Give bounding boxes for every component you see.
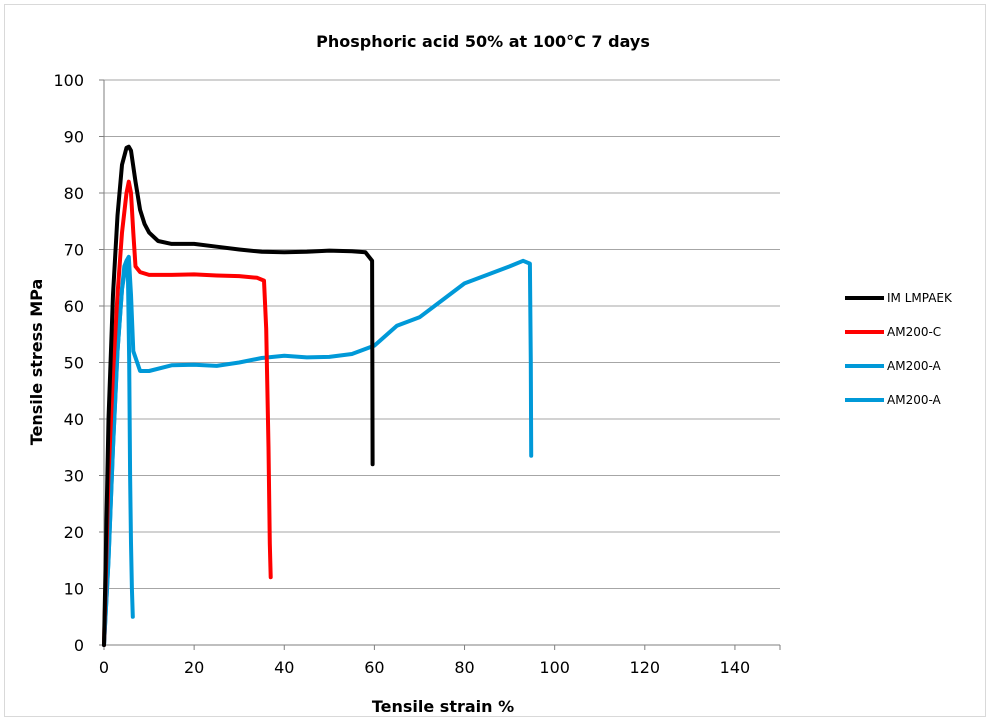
x-tick-label: 20 xyxy=(184,658,204,677)
x-tick-label: 40 xyxy=(274,658,294,677)
y-tick-labels: 0 10 20 30 40 50 60 70 80 90 100 xyxy=(53,71,84,655)
legend-label-3: AM200-A xyxy=(887,393,942,407)
x-tick-label: 80 xyxy=(454,658,474,677)
grid xyxy=(104,79,780,589)
legend-label-1: AM200-C xyxy=(887,325,941,339)
y-tick-label: 0 xyxy=(74,636,84,655)
y-tick-label: 10 xyxy=(64,580,84,599)
chart-title: Phosphoric acid 50% at 100°C 7 days xyxy=(316,32,650,51)
y-tick-label: 70 xyxy=(64,241,84,260)
x-tick-label: 0 xyxy=(99,658,109,677)
legend-label-0: IM LMPAEK xyxy=(887,291,953,305)
x-tick-label: 60 xyxy=(364,658,384,677)
y-axis-title: Tensile stress MPa xyxy=(27,279,46,446)
y-tick-label: 40 xyxy=(64,410,84,429)
x-tick-label: 120 xyxy=(630,658,661,677)
chart-frame xyxy=(4,4,986,717)
x-axis-title: Tensile strain % xyxy=(372,697,514,716)
y-tick-label: 60 xyxy=(64,297,84,316)
y-tick-label: 100 xyxy=(53,71,84,90)
series-line-2 xyxy=(102,254,534,647)
y-tick-label: 30 xyxy=(64,467,84,486)
y-tick-label: 50 xyxy=(64,354,84,373)
series-line-3 xyxy=(102,258,135,647)
series-line-0 xyxy=(102,144,375,647)
x-tick-label: 100 xyxy=(539,658,570,677)
x-tick-labels: 0 20 40 60 80 100 120 140 xyxy=(99,658,750,677)
y-tick-label: 80 xyxy=(64,184,84,203)
series-group xyxy=(102,144,534,647)
legend-label-2: AM200-A xyxy=(887,359,942,373)
y-tick-label: 90 xyxy=(64,128,84,147)
y-tick-label: 20 xyxy=(64,523,84,542)
x-tick-label: 140 xyxy=(720,658,751,677)
series-line-1 xyxy=(102,179,273,647)
legend: IM LMPAEK AM200-C AM200-A AM200-A xyxy=(845,291,953,407)
